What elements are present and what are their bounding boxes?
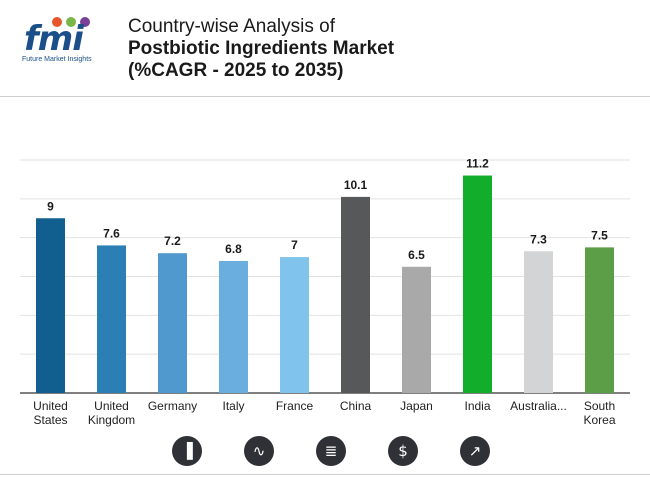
- logo-dots: [52, 14, 94, 32]
- data-label: 7.5: [591, 228, 608, 242]
- bar: [219, 260, 248, 393]
- trend-analysis-icon: ∿: [244, 436, 274, 466]
- bar: [585, 247, 614, 393]
- bar: [524, 251, 553, 393]
- bar: [341, 196, 370, 393]
- data-label: 7.6: [103, 226, 120, 240]
- bar: [158, 253, 187, 393]
- title-line-1: Country-wise Analysis of: [128, 16, 335, 37]
- data-label: 7.2: [164, 234, 181, 248]
- bar: [402, 266, 431, 393]
- data-label: 10.1: [344, 178, 368, 192]
- data-label: 7.3: [530, 232, 547, 246]
- x-tick-label: France: [276, 399, 314, 413]
- bar-chart-icon: ▐: [172, 436, 202, 466]
- title-line-3: (%CAGR - 2025 to 2035): [128, 60, 344, 81]
- logo-mark: fmi: [24, 19, 84, 59]
- document-icon: ≣: [316, 436, 346, 466]
- logo-dot-icon: [52, 17, 62, 27]
- x-tick-label: United Kingdom: [88, 399, 135, 427]
- line-chart-icon: ↗: [460, 436, 490, 466]
- logo-subtitle: Future Market Insights: [22, 56, 92, 63]
- x-tick-label: China: [340, 399, 372, 413]
- data-label: 9: [47, 199, 54, 213]
- title-line-2: Postbiotic Ingredients Market: [128, 38, 395, 59]
- chart-title: Country-wise Analysis of Postbiotic Ingr…: [128, 16, 394, 82]
- x-tick-label: South Korea: [583, 399, 615, 427]
- footer-icon-row: ▐ ∿ ≣ $ ↗: [0, 436, 650, 468]
- x-tick-label: United States: [33, 399, 68, 427]
- header-divider: [0, 96, 650, 97]
- fmi-logo: fmi Future Market Insights: [22, 12, 108, 64]
- footer-divider: [0, 474, 650, 475]
- bar: [97, 245, 126, 393]
- bar: [280, 257, 309, 393]
- bar: [463, 175, 492, 393]
- header: fmi Future Market Insights Country-wise …: [0, 0, 650, 96]
- data-label: 6.8: [225, 242, 242, 256]
- logo-dot-icon: [66, 17, 76, 27]
- data-label: 11.2: [466, 157, 489, 171]
- x-tick-label: Italy: [222, 399, 244, 413]
- dollar-icon: $: [388, 436, 418, 466]
- x-tick-label: Australia...: [510, 399, 567, 413]
- logo-dot-icon: [80, 17, 90, 27]
- x-tick-label: Japan: [400, 399, 433, 413]
- x-tick-label: Germany: [148, 399, 197, 413]
- bar: [36, 218, 65, 393]
- data-label: 6.5: [408, 248, 425, 262]
- data-label: 7: [291, 238, 298, 252]
- x-tick-label: India: [464, 399, 490, 413]
